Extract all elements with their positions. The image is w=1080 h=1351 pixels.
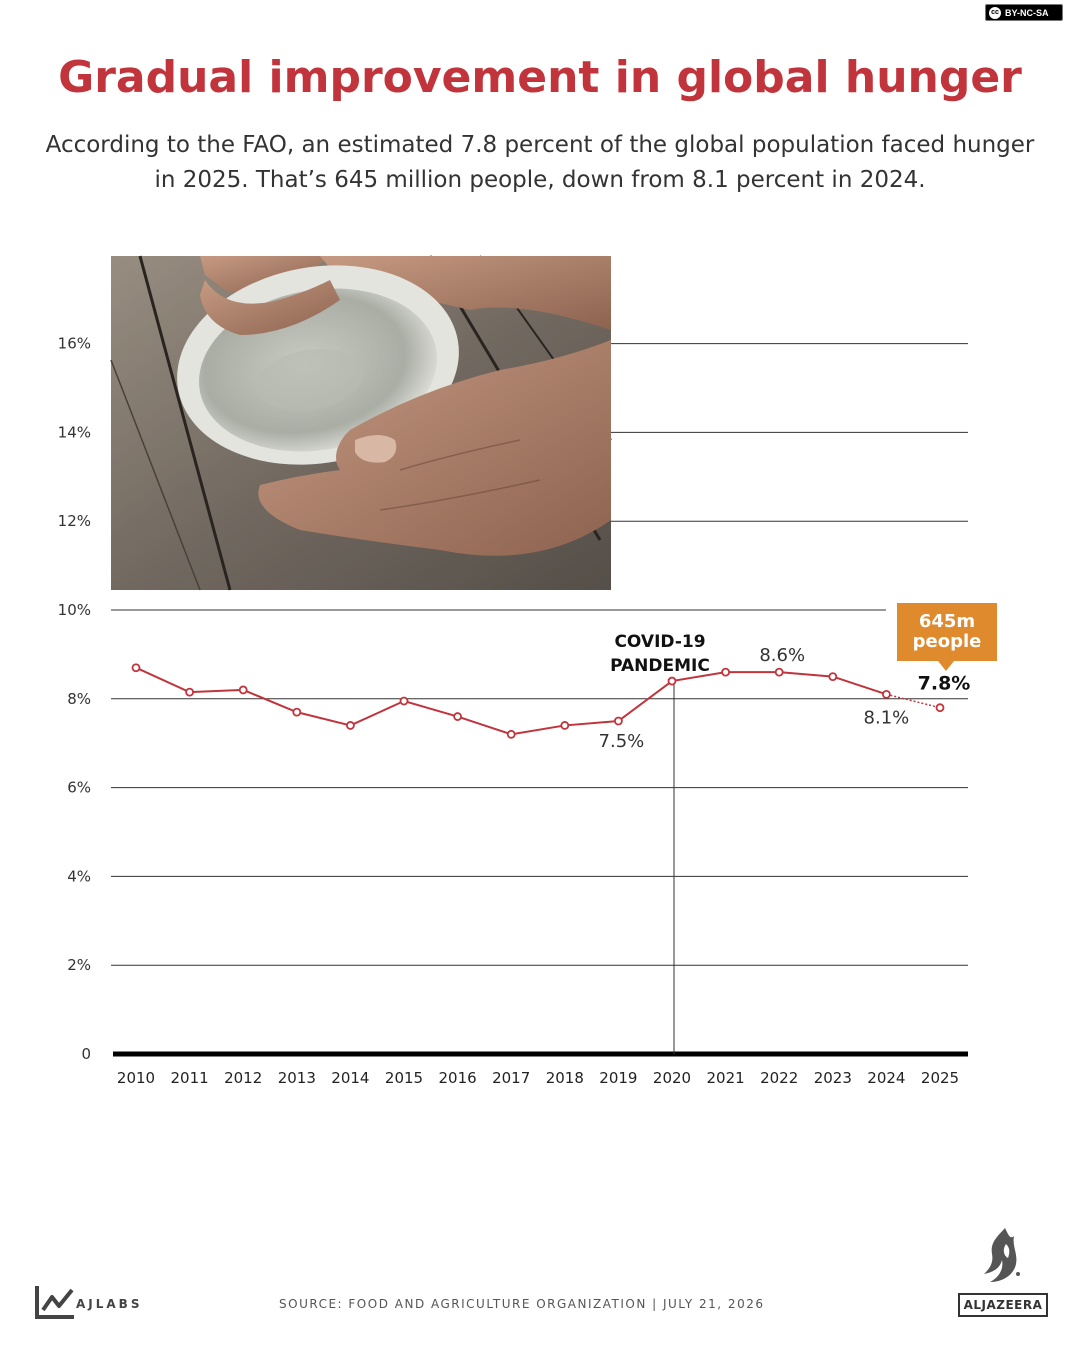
point-label: 8.6%	[759, 645, 805, 666]
y-tick-label: 4%	[67, 867, 91, 885]
event-label: COVID-19	[614, 632, 705, 652]
ajlabs-logo-icon	[35, 1286, 74, 1319]
point-label: 7.8%	[918, 673, 971, 695]
data-point	[131, 663, 141, 673]
callout-box	[897, 603, 997, 661]
x-tick-label: 2015	[385, 1069, 423, 1087]
y-tick-label: 0	[81, 1045, 91, 1063]
x-tick-label: 2013	[278, 1069, 316, 1087]
data-point	[882, 689, 891, 699]
license-badge: cc BY-NC-SA	[985, 4, 1063, 21]
projected-line	[886, 693, 941, 709]
y-tick-label: 8%	[67, 690, 91, 708]
aljazeera-emblem-icon	[984, 1228, 1020, 1282]
y-tick-label: 10%	[58, 601, 91, 619]
y-tick-label: 14%	[58, 423, 91, 441]
data-point	[721, 667, 730, 677]
data-point	[185, 687, 195, 697]
callout-text: people	[913, 631, 982, 652]
y-tick-label: 12%	[58, 512, 91, 530]
data-point	[399, 696, 409, 706]
data-point	[667, 676, 677, 686]
y-tick-label: 16%	[58, 335, 91, 353]
aljazeera-wordmark: ALJAZEERA	[958, 1293, 1048, 1317]
hunger-photo	[110, 255, 612, 591]
cc-icon: cc	[989, 6, 1001, 19]
page-subtitle: According to the FAO, an estimated 7.8 p…	[45, 132, 1035, 193]
data-point	[345, 721, 355, 730]
data-point	[453, 712, 463, 721]
x-tick-label: 2020	[653, 1069, 691, 1087]
point-label: 7.5%	[599, 731, 645, 752]
hunger-line-chart: 0 2% 4% 6% 8% 10% 12% 14% 16% 2010 2011 2012 2013 201…	[58, 255, 997, 1087]
callout-pointer	[938, 661, 954, 671]
source-note: SOURCE: FOOD AND AGRICULTURE ORGANIZATIO…	[279, 1297, 765, 1311]
data-point	[292, 707, 302, 717]
data-point	[774, 667, 784, 677]
data-point	[506, 729, 516, 739]
x-tick-label: 2010	[117, 1069, 155, 1087]
point-label: 8.1%	[864, 707, 910, 728]
data-point	[238, 685, 248, 695]
data-point	[935, 703, 945, 713]
x-tick-label: 2012	[224, 1069, 262, 1087]
x-tick-label: 2019	[599, 1069, 637, 1087]
x-tick-label: 2022	[760, 1069, 798, 1087]
ajlabs-brand: AJLABS	[76, 1297, 143, 1311]
x-tick-label: 2011	[171, 1069, 209, 1087]
data-point	[614, 716, 623, 726]
y-tick-label: 6%	[67, 779, 91, 797]
series-line	[135, 666, 887, 736]
x-tick-label: 2016	[439, 1069, 477, 1087]
event-label: PANDEMIC	[610, 656, 710, 676]
x-tick-label: 2025	[921, 1069, 959, 1087]
x-tick-label: 2018	[546, 1069, 584, 1087]
x-tick-label: 2021	[707, 1069, 745, 1087]
license-text: BY-NC-SA	[1005, 7, 1049, 18]
x-tick-label: 2017	[492, 1069, 530, 1087]
callout-text: 645m	[919, 611, 975, 632]
x-tick-label: 2024	[867, 1069, 905, 1087]
x-tick-label: 2014	[331, 1069, 369, 1087]
data-point	[828, 672, 838, 682]
y-tick-label: 2%	[67, 956, 91, 974]
x-tick-label: 2023	[814, 1069, 852, 1087]
page-title: Gradual improvement in global hunger	[58, 52, 1022, 103]
data-point	[560, 721, 570, 730]
